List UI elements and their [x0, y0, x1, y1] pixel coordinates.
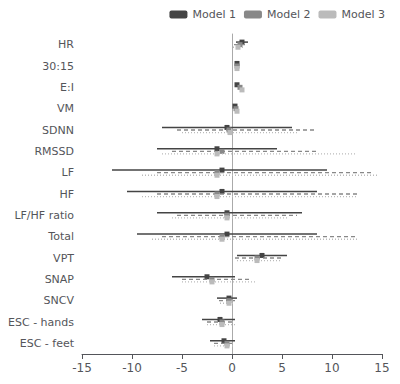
svg-text:E:I: E:I — [60, 81, 74, 94]
svg-text:5: 5 — [278, 361, 286, 375]
svg-text:LF: LF — [62, 166, 74, 179]
svg-text:Model 1: Model 1 — [192, 8, 236, 21]
svg-text:SNAP: SNAP — [45, 273, 75, 286]
svg-text:LF/HF ratio: LF/HF ratio — [14, 209, 74, 222]
svg-text:ESC - feet: ESC - feet — [20, 337, 75, 350]
svg-text:-10: -10 — [122, 361, 142, 375]
svg-text:-5: -5 — [176, 361, 188, 375]
svg-text:Model 2: Model 2 — [267, 8, 311, 21]
svg-text:HF: HF — [59, 188, 74, 201]
svg-text:ESC - hands: ESC - hands — [8, 316, 74, 329]
svg-text:RMSSD: RMSSD — [34, 145, 74, 158]
svg-text:VPT: VPT — [53, 252, 74, 265]
svg-text:Total: Total — [47, 230, 74, 243]
svg-text:-15: -15 — [72, 361, 92, 375]
svg-text:SDNN: SDNN — [42, 124, 74, 137]
svg-text:30:15: 30:15 — [42, 60, 74, 73]
svg-text:0: 0 — [228, 361, 236, 375]
svg-text:VM: VM — [57, 102, 74, 115]
svg-text:SNCV: SNCV — [44, 294, 75, 307]
svg-text:15: 15 — [374, 361, 389, 375]
svg-text:Model 3: Model 3 — [341, 8, 385, 21]
svg-text:HR: HR — [58, 38, 74, 51]
svg-text:10: 10 — [324, 361, 339, 375]
